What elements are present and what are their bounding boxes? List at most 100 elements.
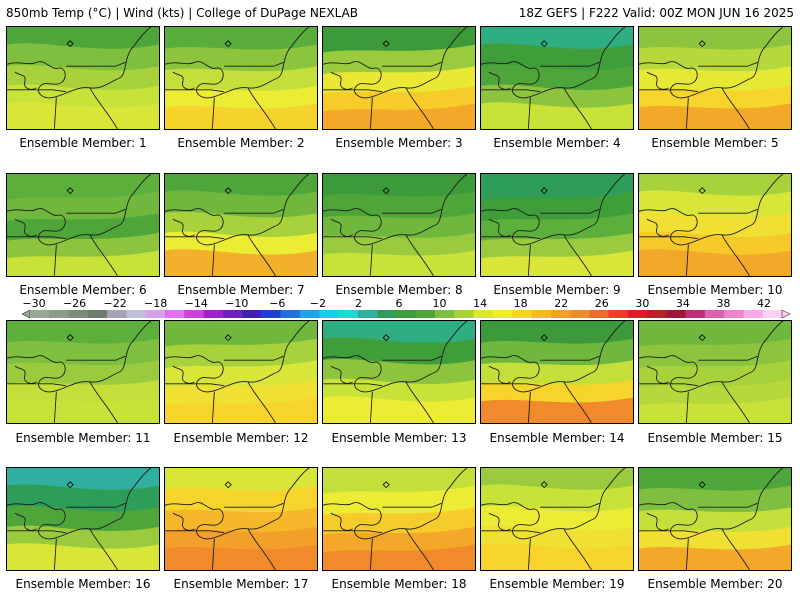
map-boundary: [7, 89, 67, 93]
map-boundary: [165, 530, 225, 534]
colorbar-tick-label: 26: [594, 297, 609, 310]
ensemble-member-map: [638, 320, 792, 424]
map-boundary: [224, 208, 284, 214]
map-boundary: [382, 355, 442, 361]
map-boundary: [563, 528, 592, 570]
map-boundary: [323, 468, 468, 540]
map-boundary: [540, 502, 600, 508]
colorbar-tick-labels: −30 −26 −22 −18 −14 −10 −6 −2 2 6 10 14 18 22 26 30 34 38…: [0, 0, 800, 310]
map-boundary: [165, 321, 310, 393]
map-boundary: [89, 381, 118, 423]
colorbar-segment: [704, 310, 725, 318]
colorbar-tick-label: −6: [269, 297, 286, 310]
ensemble-member-label: Ensemble Member: 7: [177, 283, 305, 297]
map-boundary: [165, 27, 310, 99]
map-boundary: [89, 234, 118, 276]
model-run-info: 18Z GEFS | F222 Valid: 00Z MON JUN 16 20…: [518, 6, 794, 20]
map-boundary: [481, 468, 626, 540]
colorbar-tick-label: −10: [225, 297, 249, 310]
ensemble-member-label: Ensemble Member: 11: [15, 431, 151, 445]
map-boundary: [721, 528, 750, 570]
map-boundary: [685, 538, 689, 570]
map-boundary: [14, 218, 37, 237]
map-boundary: [7, 174, 152, 246]
map-boundary: [211, 97, 215, 129]
location-marker-icon: [382, 40, 390, 48]
temperature-band: [7, 102, 159, 129]
map-boundary: [698, 61, 758, 67]
temperature-band: [323, 250, 475, 276]
colorbar-segment: [338, 310, 359, 318]
location-marker-icon: [698, 334, 706, 342]
map-boundary: [323, 321, 468, 393]
map-boundary: [685, 97, 689, 129]
colorbar-segment: [261, 310, 281, 318]
ensemble-member-map: [164, 467, 318, 571]
colorbar-max-arrow: [781, 309, 790, 319]
map-title: 850mb Temp (°C) | Wind (kts) | College o…: [6, 6, 359, 20]
map-boundary: [66, 208, 126, 214]
colorbar-tick-label: 14: [473, 297, 488, 310]
colorbar-tick-label: −30: [22, 297, 46, 310]
colorbar-segment: [434, 310, 455, 318]
map-boundary: [639, 321, 784, 393]
map-boundary: [211, 538, 215, 570]
ensemble-member-label: Ensemble Member: 3: [335, 136, 463, 150]
ensemble-member-label: Ensemble Member: 9: [493, 283, 621, 297]
map-boundary: [488, 218, 511, 237]
colorbar-segment: [743, 310, 764, 318]
ensemble-member-map: [322, 467, 476, 571]
map-boundary: [685, 244, 689, 276]
map-boundary: [53, 391, 57, 423]
ensemble-member-map: [638, 467, 792, 571]
colorbar-segment: [319, 310, 339, 318]
map-boundary: [481, 383, 541, 387]
colorbar-tick-label: 38: [716, 297, 731, 310]
temperature-colorbar: [22, 309, 790, 319]
colorbar-segment: [164, 310, 185, 318]
colorbar-tick-label: 34: [675, 297, 690, 310]
colorbar-segment: [473, 310, 494, 318]
colorbar-segment: [550, 310, 571, 318]
map-boundary: [646, 512, 669, 531]
map-boundary: [89, 87, 118, 129]
ensemble-member-map: [164, 26, 318, 130]
ensemble-member-label: Ensemble Member: 12: [173, 431, 309, 445]
colorbar-segment: [184, 310, 204, 318]
map-boundary: [540, 355, 600, 361]
colorbar-segment: [569, 310, 590, 318]
map-boundary: [488, 365, 511, 384]
map-boundary: [14, 365, 37, 384]
map-boundary: [481, 321, 626, 393]
temperature-band: [165, 249, 317, 276]
map-boundary: [481, 27, 626, 99]
map-boundary: [323, 383, 383, 387]
map-boundary: [224, 355, 284, 361]
colorbar-tick-label: −26: [62, 297, 87, 310]
location-marker-icon: [382, 187, 390, 195]
temperature-band: [481, 250, 633, 276]
map-boundary: [481, 89, 541, 93]
map-boundary: [698, 208, 758, 214]
location-marker-icon: [224, 40, 232, 48]
map-boundary: [721, 87, 750, 129]
map-boundary: [563, 234, 592, 276]
colorbar-segment: [299, 310, 320, 318]
map-boundary: [211, 391, 215, 423]
location-marker-icon: [224, 187, 232, 195]
temperature-band: [323, 544, 475, 570]
map-boundary: [330, 218, 353, 237]
colorbar-segment: [724, 310, 744, 318]
colorbar-tick-label: −2: [309, 297, 326, 310]
map-boundary: [165, 236, 225, 240]
ensemble-member-map: [164, 320, 318, 424]
ensemble-member-map: [322, 173, 476, 277]
colorbar-segment: [415, 310, 436, 318]
colorbar-segment: [107, 310, 127, 318]
colorbar-segment: [512, 310, 532, 318]
map-boundary: [646, 365, 669, 384]
map-boundary: [721, 234, 750, 276]
location-marker-icon: [66, 187, 74, 195]
ensemble-member-label: Ensemble Member: 16: [15, 577, 151, 591]
map-boundary: [7, 27, 152, 99]
